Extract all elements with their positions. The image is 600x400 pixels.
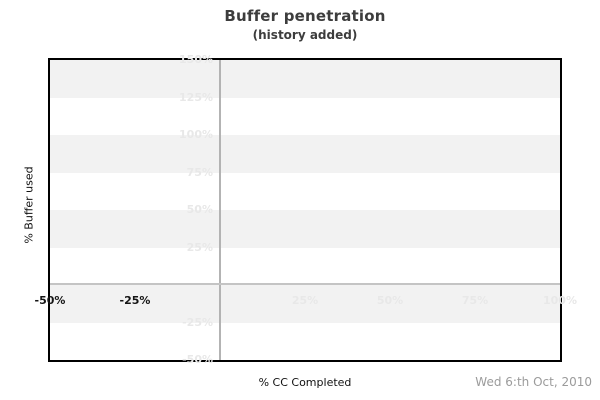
stripe-band [50, 135, 560, 173]
chart-title: Buffer penetration [224, 7, 386, 25]
x-tick-label: 50% [376, 294, 404, 307]
stripe-band [50, 210, 560, 248]
footer-date: Wed 6:th Oct, 2010 [475, 375, 592, 389]
y-tick-label: -50% [182, 353, 213, 366]
y-tick-label: 25% [186, 240, 213, 254]
x-tick-label: 100% [543, 294, 577, 307]
y-axis-title: % Buffer used [22, 166, 36, 244]
y-tick-label: 75% [186, 165, 213, 179]
stripe-band [50, 285, 560, 323]
x-tick-label: 75% [461, 294, 489, 307]
plot-area: 150% 125% 100% 75% 50% 25% -25% -50% -50% -25% 25%… [35, 53, 577, 366]
y-tick-label: -25% [182, 315, 213, 329]
chart-subtitle: (history added) [252, 28, 358, 42]
x-zero-gridline [219, 60, 221, 360]
x-tick-label: -25% [119, 294, 151, 307]
y-tick-label: 125% [179, 90, 213, 104]
x-tick-label: 25% [291, 294, 319, 307]
x-axis-title: % CC Completed [258, 376, 352, 389]
y-tick-label: 150% [179, 53, 213, 66]
y-tick-label: 100% [179, 128, 213, 141]
y-tick-label: 50% [186, 203, 213, 216]
stripe-band [50, 60, 560, 98]
y-zero-gridline [50, 283, 560, 285]
x-tick-label: -50% [34, 294, 66, 307]
